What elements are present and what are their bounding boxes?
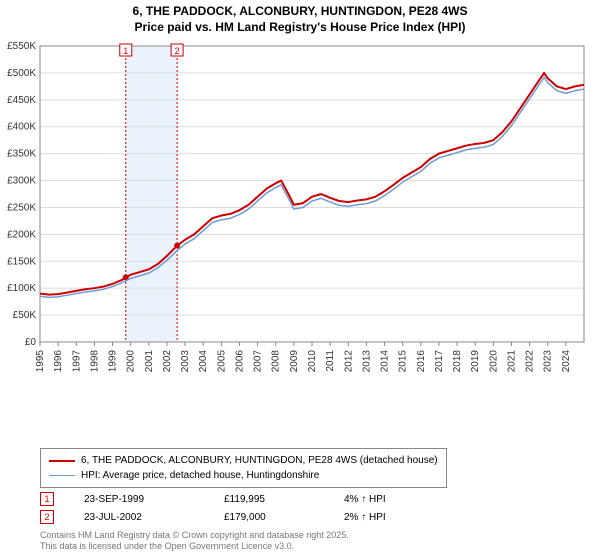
svg-text:1996: 1996 (53, 350, 64, 373)
svg-text:£100K: £100K (7, 283, 36, 294)
svg-text:2023: 2023 (543, 350, 554, 373)
legend-swatch-1 (49, 475, 75, 476)
svg-text:£50K: £50K (13, 310, 37, 321)
svg-text:2004: 2004 (198, 350, 209, 373)
svg-text:2005: 2005 (216, 350, 227, 373)
svg-text:2001: 2001 (144, 350, 155, 373)
svg-text:2016: 2016 (416, 350, 427, 373)
svg-text:£0: £0 (25, 337, 37, 348)
svg-text:£350K: £350K (7, 149, 36, 160)
svg-text:1995: 1995 (35, 350, 46, 373)
svg-text:£500K: £500K (7, 68, 36, 79)
svg-text:£400K: £400K (7, 122, 36, 133)
markers-table: 1 23-SEP-1999 £119,995 4% ↑ HPI 2 23-JUL… (40, 490, 444, 526)
svg-text:2012: 2012 (343, 350, 354, 373)
title-line1: 6, THE PADDOCK, ALCONBURY, HUNTINGDON, P… (0, 4, 600, 20)
legend-label-0: 6, THE PADDOCK, ALCONBURY, HUNTINGDON, P… (81, 453, 438, 468)
svg-text:2017: 2017 (434, 350, 445, 373)
marker-price-1: £179,000 (224, 512, 344, 523)
footer-line2: This data is licensed under the Open Gov… (40, 541, 349, 552)
svg-text:2008: 2008 (271, 350, 282, 373)
legend-label-1: HPI: Average price, detached house, Hunt… (81, 468, 319, 483)
legend-swatch-0 (49, 460, 75, 462)
svg-text:2: 2 (175, 46, 180, 56)
marker-badge-0: 1 (40, 492, 54, 506)
marker-price-0: £119,995 (224, 494, 344, 505)
svg-text:2020: 2020 (488, 350, 499, 373)
legend-item-1: HPI: Average price, detached house, Hunt… (49, 468, 438, 483)
svg-text:2000: 2000 (126, 350, 137, 373)
svg-text:2007: 2007 (253, 350, 264, 373)
svg-text:1997: 1997 (71, 350, 82, 373)
svg-text:2013: 2013 (361, 350, 372, 373)
svg-text:2010: 2010 (307, 350, 318, 373)
legend: 6, THE PADDOCK, ALCONBURY, HUNTINGDON, P… (40, 448, 447, 488)
marker-badge-1: 2 (40, 510, 54, 524)
chart-svg: £0£50K£100K£150K£200K£250K£300K£350K£400… (40, 42, 588, 392)
svg-text:2024: 2024 (561, 350, 572, 373)
svg-text:£150K: £150K (7, 256, 36, 267)
marker-date-1: 23-JUL-2002 (84, 512, 224, 523)
svg-text:2009: 2009 (289, 350, 300, 373)
footer: Contains HM Land Registry data © Crown c… (40, 530, 349, 552)
svg-text:2015: 2015 (398, 350, 409, 373)
svg-text:2021: 2021 (506, 350, 517, 373)
svg-text:2011: 2011 (325, 350, 336, 372)
chart-container: 6, THE PADDOCK, ALCONBURY, HUNTINGDON, P… (0, 0, 600, 560)
legend-item-0: 6, THE PADDOCK, ALCONBURY, HUNTINGDON, P… (49, 453, 438, 468)
svg-text:£200K: £200K (7, 229, 36, 240)
svg-text:2022: 2022 (525, 350, 536, 373)
svg-text:1999: 1999 (108, 350, 119, 373)
svg-text:2018: 2018 (452, 350, 463, 373)
marker-date-0: 23-SEP-1999 (84, 494, 224, 505)
footer-line1: Contains HM Land Registry data © Crown c… (40, 530, 349, 541)
svg-text:2006: 2006 (234, 350, 245, 373)
marker-note-1: 2% ↑ HPI (344, 512, 444, 523)
svg-text:2003: 2003 (180, 350, 191, 373)
svg-text:£450K: £450K (7, 95, 36, 106)
svg-text:2019: 2019 (470, 350, 481, 373)
svg-text:£250K: £250K (7, 202, 36, 213)
title-line2: Price paid vs. HM Land Registry's House … (0, 20, 600, 36)
chart-title: 6, THE PADDOCK, ALCONBURY, HUNTINGDON, P… (0, 0, 600, 35)
marker-row-0: 1 23-SEP-1999 £119,995 4% ↑ HPI (40, 490, 444, 508)
svg-text:1998: 1998 (89, 350, 100, 373)
svg-text:2002: 2002 (162, 350, 173, 373)
svg-text:£300K: £300K (7, 176, 36, 187)
chart-plot-area: £0£50K£100K£150K£200K£250K£300K£350K£400… (40, 42, 588, 392)
svg-text:1: 1 (123, 46, 128, 56)
svg-text:£550K: £550K (7, 41, 36, 52)
marker-row-1: 2 23-JUL-2002 £179,000 2% ↑ HPI (40, 508, 444, 526)
marker-note-0: 4% ↑ HPI (344, 494, 444, 505)
svg-text:2014: 2014 (380, 350, 391, 373)
